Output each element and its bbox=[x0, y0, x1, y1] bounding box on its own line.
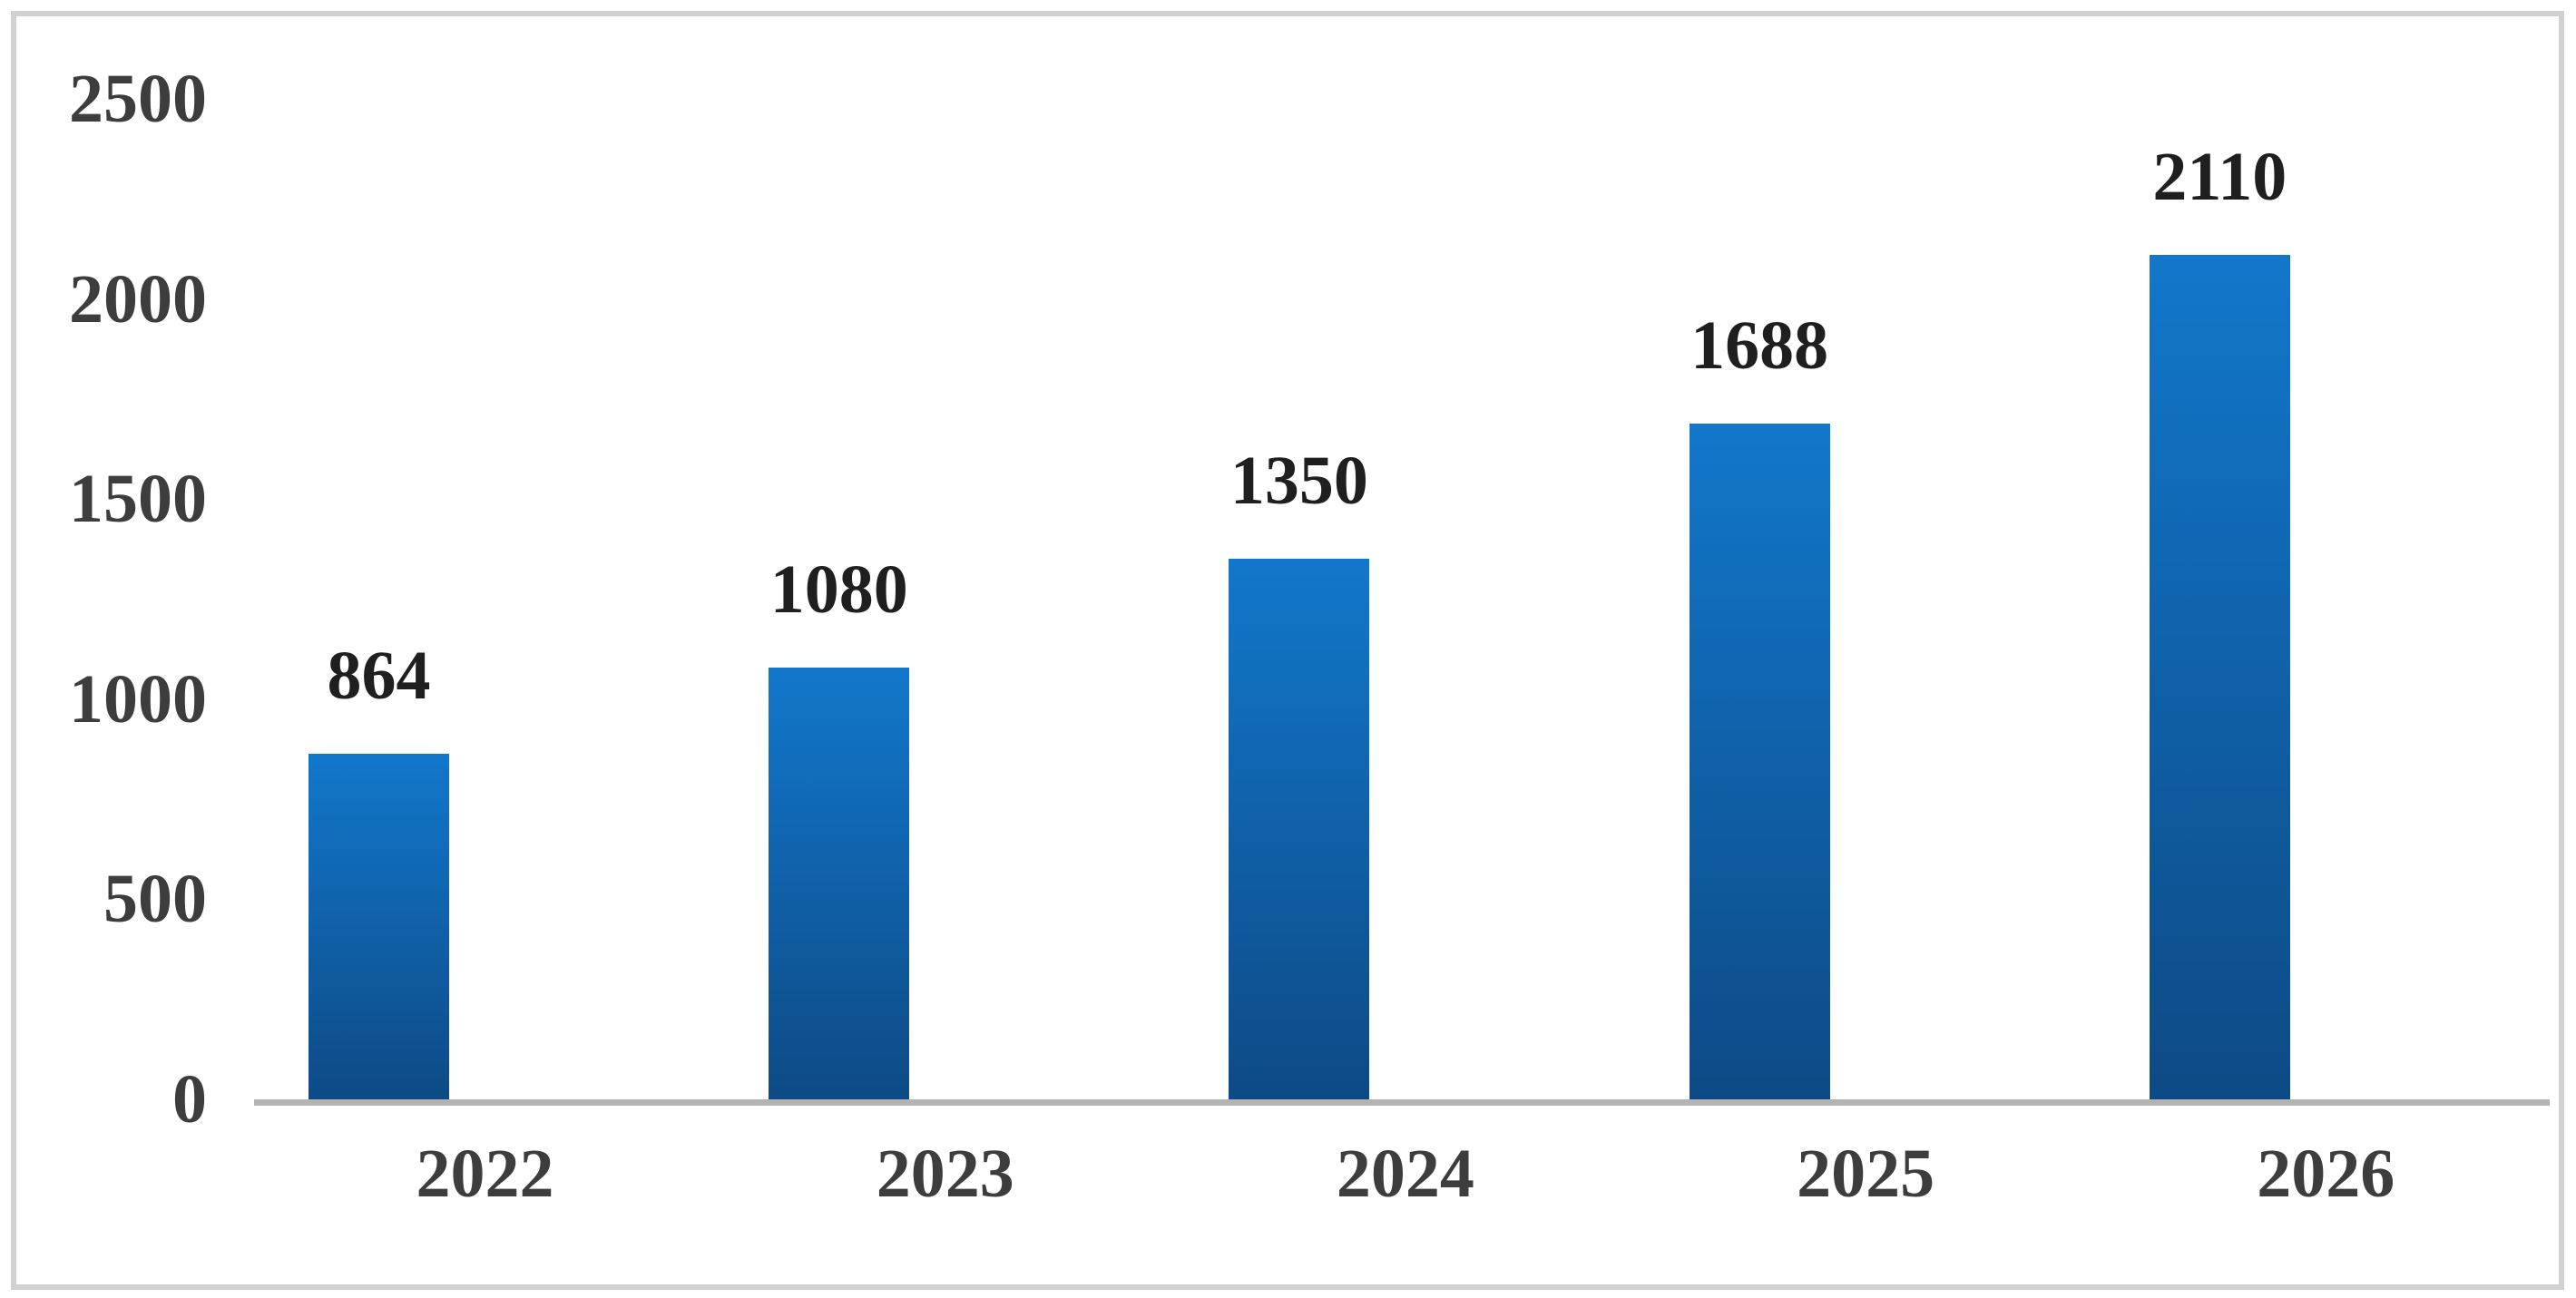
bar-value-label: 1080 bbox=[769, 551, 908, 628]
bar-2024 bbox=[1229, 559, 1370, 1099]
bar-value-label: 1350 bbox=[1229, 443, 1368, 520]
bar-2025 bbox=[1689, 424, 1830, 1099]
y-tick-label: 2000 bbox=[69, 260, 207, 337]
x-tick-label: 2023 bbox=[876, 1136, 1014, 1212]
y-tick-label: 1500 bbox=[69, 461, 207, 538]
x-tick-label: 2025 bbox=[1797, 1136, 1935, 1212]
bar-2022 bbox=[309, 753, 449, 1099]
bar-2026 bbox=[2149, 255, 2290, 1099]
x-axis-line bbox=[254, 1099, 2550, 1106]
x-tick-label: 2022 bbox=[416, 1136, 554, 1212]
y-tick-label: 0 bbox=[172, 1061, 207, 1137]
y-tick-label: 500 bbox=[103, 861, 207, 938]
y-tick-label: 2500 bbox=[69, 61, 207, 137]
x-tick-label: 2024 bbox=[1336, 1136, 1474, 1212]
bar-2023 bbox=[769, 667, 910, 1099]
bar-value-label: 1688 bbox=[1690, 307, 1829, 385]
bar-value-label: 2110 bbox=[2152, 139, 2287, 216]
x-tick-label: 2026 bbox=[2257, 1136, 2395, 1212]
bar-value-label: 864 bbox=[327, 637, 431, 714]
y-tick-label: 1000 bbox=[69, 660, 207, 737]
